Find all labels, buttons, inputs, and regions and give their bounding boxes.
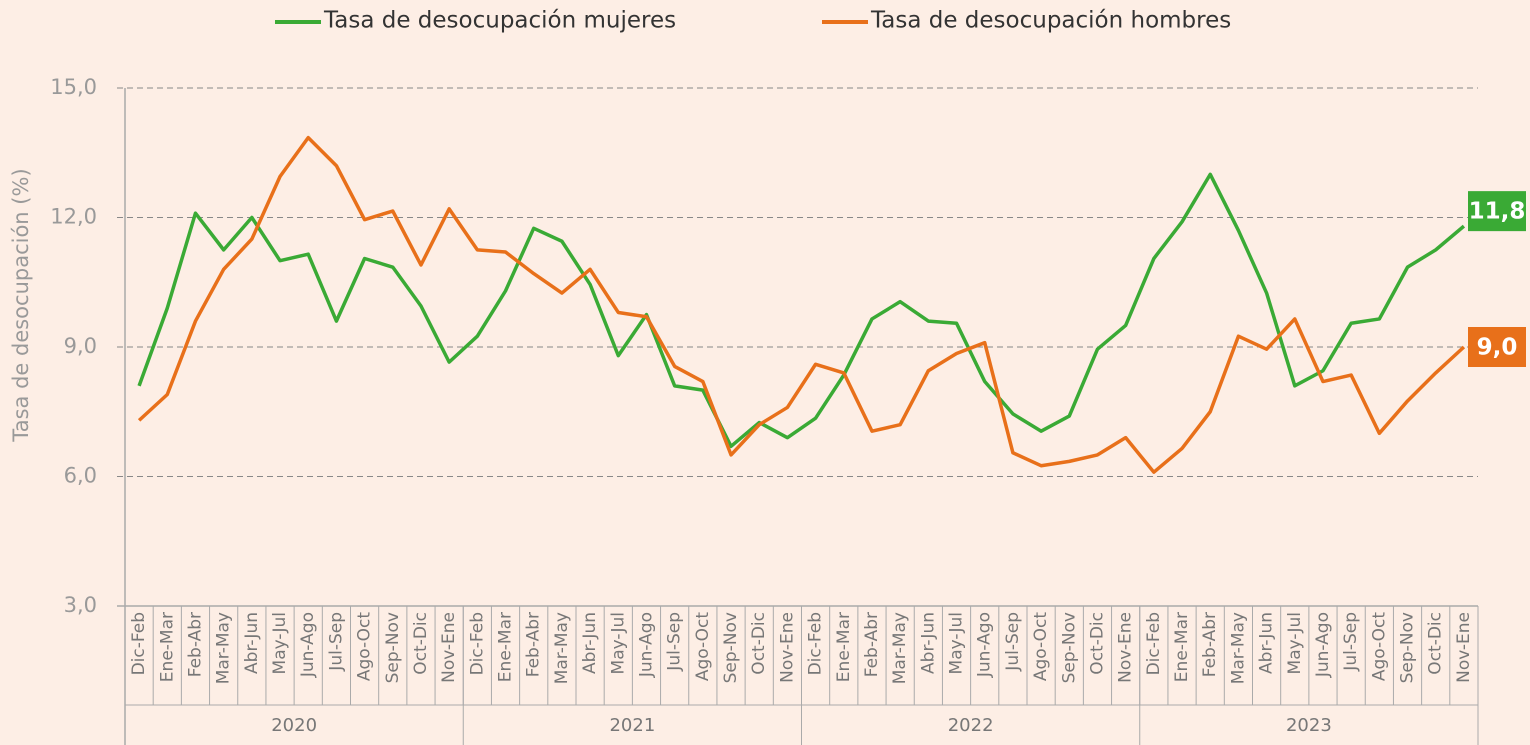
x-tick-label: Feb-Abr (862, 612, 882, 677)
x-tick-label: Sep-Nov (383, 612, 403, 683)
x-tick-label: Ago-Oct (355, 612, 375, 681)
x-tick-label: Oct-Dic (749, 612, 769, 675)
x-tick-label: Sep-Nov (721, 612, 741, 683)
x-tick-label: Abr-Jun (242, 612, 262, 674)
y-tick-label: 6,0 (64, 464, 97, 488)
x-tick-label: Jun-Ago (1313, 612, 1333, 678)
x-tick-label: Sep-Nov (1398, 612, 1418, 683)
x-tick-label: Ago-Oct (1369, 612, 1389, 681)
x-tick-label: Dic-Feb (467, 612, 487, 675)
y-tick-label: 3,0 (64, 593, 97, 617)
x-tick-label: Jun-Ago (636, 612, 656, 678)
x-tick-label: Ene-Mar (834, 612, 854, 682)
legend-label: Tasa de desocupación mujeres (323, 8, 676, 34)
x-tick-label: Ene-Mar (496, 612, 516, 682)
y-tick-label: 15,0 (50, 75, 97, 99)
series-line (137, 135, 1466, 474)
x-tick-label: Dic-Feb (129, 612, 149, 675)
x-tick-label: Oct-Dic (1426, 612, 1446, 675)
x-group-label: 2021 (609, 715, 655, 736)
series-line (137, 172, 1466, 449)
x-tick-label: Nov-Ene (777, 612, 797, 683)
x-tick-label: Nov-Ene (1116, 612, 1136, 683)
y-axis-label: Tasa de desocupación (%) (9, 168, 33, 442)
x-tick-label: Jul-Sep (665, 612, 685, 672)
x-tick-label: Mar-May (1228, 612, 1248, 684)
x-tick-label: Ene-Mar (157, 612, 177, 682)
x-group-label: 2023 (1286, 715, 1332, 736)
x-tick-label: Abr-Jun (580, 612, 600, 674)
x-tick-label: May-Jul (270, 612, 290, 674)
y-tick-label: 12,0 (50, 205, 97, 229)
x-group-label: 2020 (271, 715, 317, 736)
x-tick-label: Feb-Abr (524, 612, 544, 677)
end-label: 11,8 (1469, 199, 1526, 225)
x-tick-label: Mar-May (890, 612, 910, 684)
x-tick-label: Mar-May (552, 612, 572, 684)
y-tick-label: 9,0 (64, 334, 97, 358)
x-tick-label: Jun-Ago (975, 612, 995, 678)
x-tick-label: Oct-Dic (1087, 612, 1107, 675)
x-tick-label: Jul-Sep (1341, 612, 1361, 672)
x-tick-label: May-Jul (1285, 612, 1305, 674)
x-tick-label: Jun-Ago (298, 612, 318, 678)
x-tick-label: Ago-Oct (693, 612, 713, 681)
x-tick-label: Ene-Mar (1172, 612, 1192, 682)
x-tick-label: Jul-Sep (1003, 612, 1023, 672)
x-tick-label: Dic-Feb (1144, 612, 1164, 675)
x-tick-label: Abr-Jun (1257, 612, 1277, 674)
x-group-label: 2022 (948, 715, 994, 736)
x-tick-label: Ago-Oct (1031, 612, 1051, 681)
x-tick-label: May-Jul (608, 612, 628, 674)
x-tick-label: Nov-Ene (439, 612, 459, 683)
end-label-box (1468, 327, 1526, 367)
x-tick-label: Jul-Sep (326, 612, 346, 672)
x-tick-label: Oct-Dic (411, 612, 431, 675)
x-tick-label: Mar-May (214, 612, 234, 684)
x-tick-label: Sep-Nov (1059, 612, 1079, 683)
legend-label: Tasa de desocupación hombres (870, 8, 1231, 34)
x-tick-label: Dic-Feb (806, 612, 826, 675)
x-tick-label: Nov-Ene (1454, 612, 1474, 683)
x-tick-label: Feb-Abr (1200, 612, 1220, 677)
end-label-box (1468, 191, 1526, 232)
x-tick-label: Feb-Abr (185, 612, 205, 677)
x-tick-label: Abr-Jun (918, 612, 938, 674)
x-tick-label: May-Jul (947, 612, 967, 674)
end-label: 9,0 (1477, 335, 1518, 361)
